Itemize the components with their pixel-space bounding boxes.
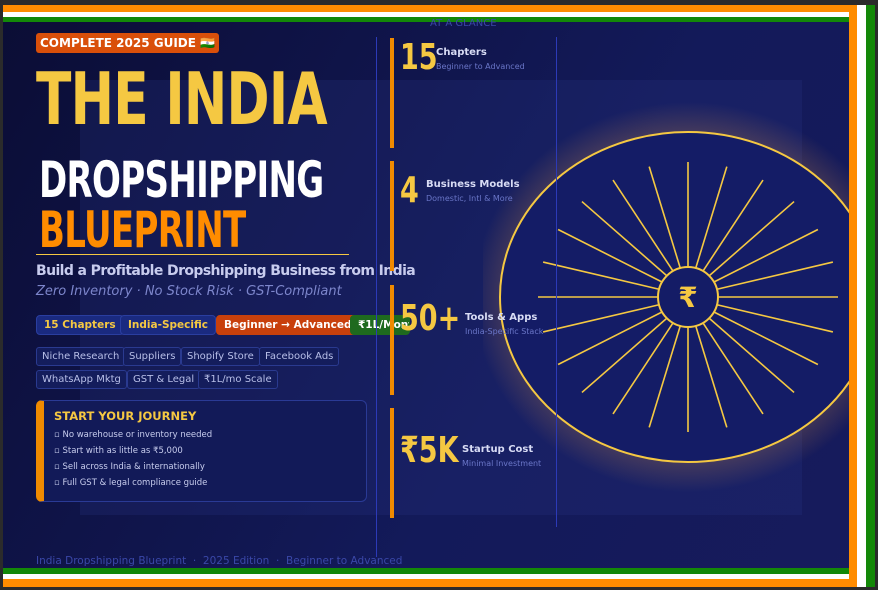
chakra-spoke: [708, 317, 795, 394]
chakra-spoke: [708, 200, 795, 277]
top-saffron-stripe: [3, 5, 850, 12]
stat-sub-chapters: Beginner to Advanced: [436, 62, 525, 71]
stat-bar: [390, 161, 394, 271]
title-line-1: THE INDIA: [36, 57, 328, 141]
chakra-spoke: [542, 261, 660, 291]
at-a-glance-label: AT A GLANCE: [430, 18, 497, 29]
title-line-2: DROPSHIPPING: [39, 151, 324, 209]
chakra-spoke: [702, 179, 764, 272]
journey-box: START YOUR JOURNEY ▫ No warehouse or inv…: [36, 400, 367, 502]
stat-value-chapters: 15: [400, 37, 438, 78]
bullet-icon: ▫: [54, 462, 63, 472]
right-white-stripe: [857, 5, 866, 587]
chakra-spoke: [542, 303, 660, 333]
guide-badge: COMPLETE 2025 GUIDE 🇮🇳: [36, 33, 220, 53]
chakra-spoke: [702, 322, 764, 415]
journey-item-text: Sell across India & internationally: [62, 462, 205, 472]
tag-shopify-store: Shopify Store: [181, 347, 260, 366]
tag-facebook-ads: Facebook Ads: [259, 347, 340, 366]
stat-label-tools: Tools & Apps: [465, 312, 538, 323]
chakra-spokes: [538, 162, 838, 432]
chakra-spoke: [612, 179, 674, 272]
bottom-saffron-stripe: [3, 579, 850, 587]
top-white-stripe: [3, 12, 850, 17]
pill-india-specific: India-Specific: [120, 315, 216, 335]
chakra-spoke: [716, 303, 834, 333]
bottom-white-stripe: [3, 574, 850, 579]
rupee-icon: ₹: [678, 281, 697, 314]
stat-bar: [390, 408, 394, 518]
pill-chapters: 15 Chapters: [36, 315, 124, 335]
column-right-line: [556, 37, 557, 527]
ashoka-chakra-emblem: ₹: [483, 102, 849, 492]
book-cover: ₹ COMPLETE 2025 GUIDE 🇮🇳 THE INDIA DROPS…: [3, 5, 875, 587]
chakra-spoke: [557, 228, 663, 283]
journey-item: ▫ Start with as little as ₹5,000: [54, 446, 183, 456]
chakra-spoke: [694, 166, 728, 269]
journey-item-text: Full GST & legal compliance guide: [62, 478, 208, 488]
stat-label-models: Business Models: [426, 179, 520, 190]
stat-bar: [390, 285, 394, 395]
column-left-line: [376, 37, 377, 557]
stat-label-chapters: Chapters: [436, 47, 487, 58]
stat-sub-tools: India-Specific Stack: [465, 327, 544, 336]
stat-sub-models: Domestic, Intl & More: [426, 194, 513, 203]
chakra-spoke: [581, 317, 668, 394]
chakra-spoke: [557, 311, 663, 366]
top-green-stripe: [3, 17, 850, 22]
chakra-spoke: [612, 322, 674, 415]
journey-item: ▫ No warehouse or inventory needed: [54, 430, 212, 440]
stat-value-tools: 50+: [400, 298, 461, 339]
pill-income: ₹1L/Month: [350, 315, 410, 335]
bottom-green-stripe: [3, 568, 850, 574]
chakra-spoke: [581, 200, 668, 277]
tag-whatsapp-mktg: WhatsApp Mktg: [36, 370, 127, 389]
title-underline: [36, 254, 349, 255]
journey-item: ▫ Sell across India & internationally: [54, 462, 205, 472]
journey-item-text: No warehouse or inventory needed: [62, 430, 213, 440]
bullet-icon: ▫: [54, 446, 63, 456]
stat-value-cost: ₹5K: [400, 430, 459, 471]
tag-scale: ₹1L/mo Scale: [198, 370, 278, 389]
right-saffron-stripe: [849, 5, 857, 587]
tagline: Zero Inventory · No Stock Risk · GST-Com…: [36, 284, 342, 299]
stat-value-models: 4: [400, 170, 419, 211]
chakra-spoke: [716, 261, 834, 291]
tag-gst-legal: GST & Legal: [127, 370, 201, 389]
chakra-spoke: [648, 325, 682, 428]
pill-level: Beginner → Advanced: [216, 315, 360, 335]
chakra-spoke: [694, 325, 728, 428]
stat-sub-cost: Minimal Investment: [462, 459, 542, 468]
journey-heading: START YOUR JOURNEY: [54, 409, 197, 423]
journey-item-text: Start with as little as ₹5,000: [62, 446, 183, 456]
right-green-stripe: [866, 5, 875, 587]
tag-suppliers: Suppliers: [123, 347, 182, 366]
chakra-spoke: [713, 311, 819, 366]
tag-niche-research: Niche Research: [36, 347, 126, 366]
chakra-spoke: [648, 166, 682, 269]
bullet-icon: ▫: [54, 430, 63, 440]
chakra-spoke: [713, 228, 819, 283]
stat-bar: [390, 38, 394, 148]
footer-text: India Dropshipping Blueprint · 2025 Edit…: [36, 555, 403, 567]
title-line-3: BLUEPRINT: [39, 201, 246, 259]
bullet-icon: ▫: [54, 478, 63, 488]
stat-label-cost: Startup Cost: [462, 444, 534, 455]
emblem-hub: [657, 266, 719, 328]
journey-item: ▫ Full GST & legal compliance guide: [54, 478, 207, 488]
subtitle: Build a Profitable Dropshipping Business…: [36, 263, 416, 279]
